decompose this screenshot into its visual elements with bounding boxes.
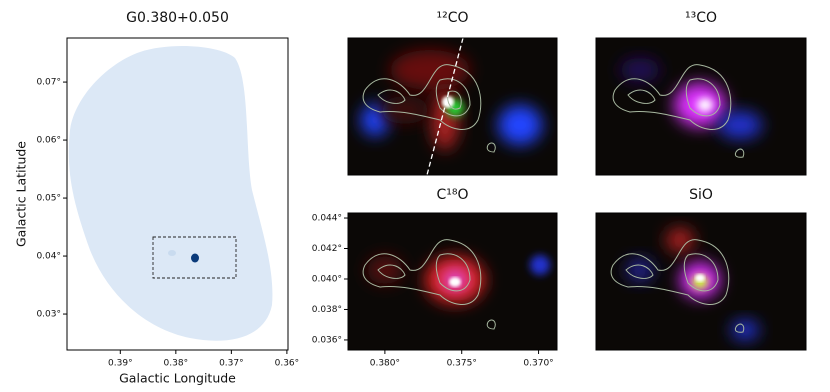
emission xyxy=(367,256,403,284)
contour xyxy=(612,64,732,130)
x-tick-label: 0.375° xyxy=(447,359,477,369)
x-tick-label: 0.36° xyxy=(275,359,300,369)
panel-title: SiO xyxy=(689,187,713,203)
emission xyxy=(530,255,550,275)
contour xyxy=(435,253,471,292)
y-tick-label: 0.06° xyxy=(36,136,61,146)
source xyxy=(191,253,199,263)
contour xyxy=(447,90,462,110)
panel-title: G0.380+0.050 xyxy=(126,10,229,26)
panel: SiO xyxy=(595,187,807,351)
contour xyxy=(362,239,482,305)
contour xyxy=(734,323,745,333)
panel-title: C¹⁸O xyxy=(436,187,468,203)
y-tick-label: 0.03° xyxy=(36,310,61,320)
x-axis-label: Galactic Longitude xyxy=(119,371,236,386)
contour xyxy=(377,264,406,279)
frame xyxy=(595,212,807,351)
frame xyxy=(595,37,807,176)
y-tick-label: 0.07° xyxy=(36,78,61,88)
y-axis-label: Galactic Latitude xyxy=(14,141,29,247)
frame xyxy=(347,37,558,176)
y-tick-label: 0.040° xyxy=(312,274,342,284)
x-tick-label: 0.39° xyxy=(108,359,133,369)
contour xyxy=(625,264,654,279)
contour xyxy=(627,89,656,104)
panel: ¹³CO xyxy=(595,10,807,176)
emission xyxy=(695,274,705,282)
emission xyxy=(697,98,713,112)
contour xyxy=(486,142,496,153)
panel: C¹⁸O 0.380° 0.375° 0.370° 0.036° 0.038° 0.040°… xyxy=(312,187,558,369)
panel-title: ¹²CO xyxy=(436,10,468,26)
y-tick-label: 0.038° xyxy=(312,305,342,315)
emission xyxy=(666,228,694,252)
y-tick-label: 0.044° xyxy=(312,214,342,224)
emission xyxy=(498,105,542,145)
image xyxy=(348,213,557,350)
frame xyxy=(347,212,558,351)
x-tick-label: 0.370° xyxy=(523,359,553,369)
contour xyxy=(362,64,482,130)
x-tick-label: 0.380° xyxy=(370,359,400,369)
contour xyxy=(683,253,719,292)
contour xyxy=(486,319,496,330)
panel-title: ¹³CO xyxy=(685,10,717,26)
emission xyxy=(390,50,470,90)
coverage xyxy=(68,46,273,341)
panel: G0.380+0.050 0.39° 0.38° 0.37° 0.36° 0.03° 0.0… xyxy=(14,10,300,386)
emission xyxy=(620,58,660,82)
image xyxy=(596,38,806,175)
source-faint xyxy=(168,250,176,256)
emission xyxy=(449,277,461,287)
contour xyxy=(734,148,745,158)
image xyxy=(596,213,806,350)
y-tick-label: 0.04° xyxy=(36,252,61,262)
image xyxy=(348,38,557,175)
y-tick-label: 0.05° xyxy=(36,194,61,204)
frame xyxy=(66,37,289,351)
x-tick-label: 0.37° xyxy=(219,359,244,369)
image xyxy=(68,46,273,341)
y-tick-label: 0.042° xyxy=(312,244,342,254)
x-tick-label: 0.38° xyxy=(164,359,189,369)
contour xyxy=(435,78,471,117)
panel: ¹²CO xyxy=(347,10,558,176)
contour xyxy=(685,78,721,117)
y-tick-label: 0.036° xyxy=(312,335,342,345)
zoom-box xyxy=(152,236,237,279)
contour xyxy=(610,239,730,305)
contour xyxy=(377,89,406,104)
